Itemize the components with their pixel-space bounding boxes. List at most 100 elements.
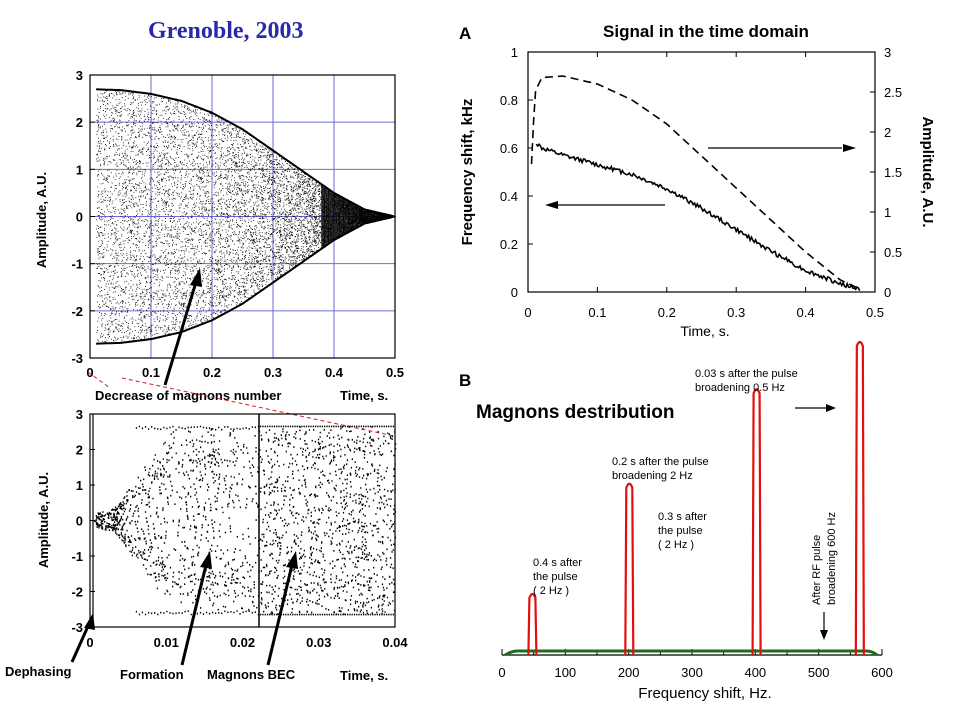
b-x-tick-label: 100: [554, 665, 576, 680]
svg-text:0.3 s after: 0.3 s after: [658, 511, 707, 523]
tl-x-axis-label: Time, s.: [340, 388, 388, 403]
a-tick-marks: [527, 52, 876, 292]
tl-annotation-arrow: [163, 268, 202, 386]
bl-y-tick-label: 3: [76, 407, 83, 422]
b-peak-0: [527, 592, 538, 656]
page-title: Grenoble, 2003: [148, 18, 304, 44]
b-peak-3: [854, 340, 865, 656]
b-x-tick-label: 400: [744, 665, 766, 680]
a-amplitude-series: [530, 75, 861, 291]
a-frame: [527, 51, 876, 293]
a-frequency-series: [535, 143, 861, 291]
a-y-right-tick-label: 0: [884, 285, 891, 300]
bl-x-tick-label: 0.03: [306, 635, 331, 650]
b-x-axis-label: Frequency shift, Hz.: [638, 685, 771, 702]
tl-envelope-lower: [96, 215, 394, 345]
b-x-tick-label: 600: [871, 665, 893, 680]
a-x-axis-label: Time, s.: [680, 323, 729, 339]
chart-bottom-left: 3 2 1 0 -1 -2 -3 0 0.01 0.02 0.03 0.04 Amplitude, …: [5, 407, 408, 683]
bl-y-tick-label: -1: [71, 549, 83, 564]
a-x-tick-label: 0.1: [588, 305, 606, 320]
a-x-tick-label: 0: [524, 305, 531, 320]
a-y-right-tick-label: 1.5: [884, 165, 902, 180]
bl-y-axis-label: Amplitude, A.U.: [36, 472, 51, 568]
bl-annotation-formation: Formation: [120, 667, 184, 682]
tl-annotation: Decrease of magnons number: [95, 388, 281, 403]
tl-y-tick-label: 2: [76, 115, 83, 130]
b-arrow-peak-3: [795, 404, 836, 412]
svg-text:( 2 Hz ): ( 2 Hz ): [533, 585, 569, 597]
a-x-tick-label: 0.4: [797, 305, 815, 320]
tl-tail: [321, 184, 395, 249]
a-y-tick-label: 0: [511, 285, 518, 300]
tl-x-tick-label: 0.4: [325, 365, 344, 380]
a-x-tick-labels: 0 0.1 0.2 0.3 0.4 0.5: [524, 305, 884, 320]
panel-b-title: Magnons destribution: [476, 402, 674, 423]
b-peaks: [527, 340, 865, 656]
a-y-tick-label: 0.8: [500, 93, 518, 108]
bl-y-tick-label: 2: [76, 443, 83, 458]
a-y-right-tick-label: 1: [884, 205, 891, 220]
a-y-tick-label: 0.4: [500, 189, 518, 204]
a-y-right-tick-label: 3: [884, 45, 891, 60]
a-y-axis-label: Frequency shift, kHz: [459, 99, 476, 246]
a-y-right-tick-label: 0.5: [884, 245, 902, 260]
tl-x-tick-label: 0: [86, 365, 93, 380]
svg-text:broadening 600 Hz: broadening 600 Hz: [826, 512, 838, 605]
b-x-tick-label: 300: [681, 665, 703, 680]
bl-x-axis-label: Time, s.: [340, 668, 388, 683]
bl-x-tick-label: 0.01: [154, 635, 179, 650]
tl-x-tick-label: 0.1: [142, 365, 160, 380]
b-label-peak-3: 0.03 s after the pulse broadening 0.5 Hz: [695, 368, 798, 394]
a-y-right-axis-label: Amplitude, A.U.: [919, 116, 936, 227]
panel-b-label: B: [459, 371, 471, 390]
a-arrow-right: [708, 144, 856, 152]
b-x-tick-label: 0: [498, 665, 505, 680]
a-arrow-left: [545, 201, 665, 209]
chart-A: A Signal in the time domain 1 0.8 0.6 0.4 0.…: [459, 22, 936, 339]
tl-x-tick-label: 0.5: [386, 365, 404, 380]
b-arrow-broad: [820, 612, 828, 640]
chart-B: B Magnons destribution 0 100 200 300 400 500 6…: [459, 340, 893, 702]
tl-y-tick-label: -2: [71, 304, 83, 319]
tl-y-tick-label: 0: [76, 210, 83, 225]
a-y-right-tick-labels: 3 2.5 2 1.5 1 0.5 0: [870, 45, 902, 300]
b-label-peak-0: 0.4 s after the pulse ( 2 Hz ): [533, 557, 582, 597]
tl-y-tick-label: 3: [76, 68, 83, 83]
tl-envelope-upper: [96, 88, 394, 218]
a-y-tick-label: 1: [511, 45, 518, 60]
b-label-peak-2: 0.3 s after the pulse ( 2 Hz ): [658, 511, 707, 551]
bl-x-tick-labels: 0 0.01 0.02 0.03 0.04: [86, 635, 408, 650]
b-peak-1: [624, 482, 635, 656]
svg-text:0.4 s after: 0.4 s after: [533, 557, 582, 569]
bl-x-tick-label: 0.02: [230, 635, 255, 650]
svg-text:broadening 2 Hz: broadening 2 Hz: [612, 470, 693, 482]
bl-annotation-dephasing: Dephasing: [5, 664, 72, 679]
a-y-right-tick-label: 2.5: [884, 85, 902, 100]
a-y-right-tick-label: 2: [884, 125, 891, 140]
panel-a-label: A: [459, 24, 471, 43]
bl-y-tick-labels: 3 2 1 0 -1 -2 -3: [71, 407, 95, 635]
a-y-tick-label: 0.2: [500, 237, 518, 252]
svg-text:the pulse: the pulse: [658, 525, 703, 537]
b-label-peak-1: 0.2 s after the pulse broadening 2 Hz: [612, 456, 709, 482]
bl-dots: [94, 425, 397, 616]
tl-y-tick-label: -3: [71, 351, 83, 366]
b-broad-distribution: [504, 649, 878, 657]
a-x-tick-label: 0.5: [866, 305, 884, 320]
a-x-tick-label: 0.2: [658, 305, 676, 320]
bl-arrow-bec: [266, 551, 298, 666]
a-x-tick-label: 0.3: [727, 305, 745, 320]
svg-text:broadening 0.5 Hz: broadening 0.5 Hz: [695, 382, 785, 394]
tl-x-tick-label: 0.3: [264, 365, 282, 380]
b-x-tick-label: 500: [808, 665, 830, 680]
b-x-tick-label: 200: [618, 665, 640, 680]
bl-x-tick-label: 0: [86, 635, 93, 650]
a-y-tick-labels: 1 0.8 0.6 0.4 0.2 0: [500, 45, 533, 300]
tl-y-axis-label: Amplitude, A.U.: [34, 172, 49, 268]
bl-y-tick-label: 1: [76, 478, 83, 493]
b-label-broad: After RF pulse broadening 600 Hz: [811, 512, 838, 605]
tl-y-tick-label: 1: [76, 162, 83, 177]
zoom-line-left: [87, 371, 111, 389]
